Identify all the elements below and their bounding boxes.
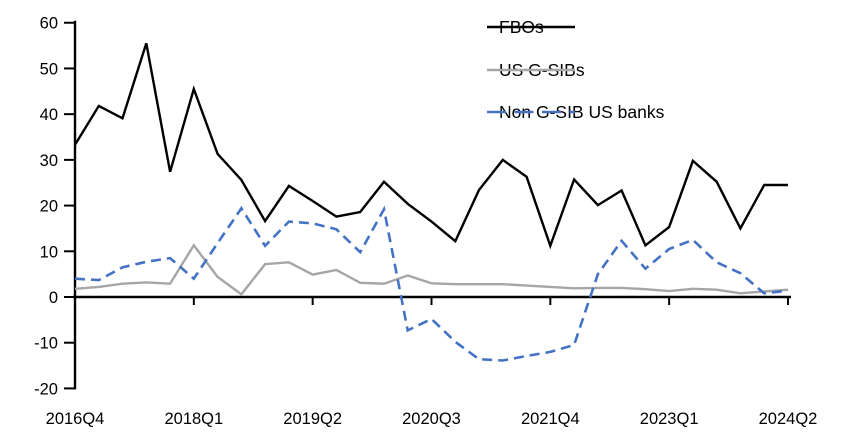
y-tick-label: 50 [40, 60, 58, 78]
x-tick-label: 2019Q2 [283, 410, 342, 428]
legend-line-us-gsibs [487, 68, 575, 72]
y-tick-label: 40 [40, 106, 58, 124]
y-tick-label: 20 [40, 198, 58, 216]
series-line-non-g-sib-us-banks [74, 205, 789, 362]
x-tick-label: 2018Q1 [164, 410, 223, 428]
x-tick-label: 2024Q2 [759, 410, 818, 428]
legend-line-non-gsib [487, 110, 575, 114]
legend-item-fbos: FBOs [486, 17, 575, 37]
series-line-fbos [73, 42, 788, 250]
x-tick-label: 2016Q4 [46, 410, 105, 428]
x-tick-label: 2020Q3 [402, 410, 461, 428]
y-tick-label: 30 [40, 152, 58, 170]
series-line-us-g-sibs [74, 243, 789, 296]
y-tick-label: -20 [34, 380, 58, 398]
legend-line-fbos [487, 25, 575, 29]
y-tick-label: 10 [40, 243, 58, 261]
y-tick-label: 60 [40, 15, 58, 33]
y-tick-label: 0 [49, 289, 58, 307]
x-tick-label: 2021Q4 [521, 410, 580, 428]
y-tick-label: -10 [34, 335, 58, 353]
legend-item-non-gsib: Non G-SIB US banks [486, 102, 664, 122]
legend-item-us-gsibs: US G-SIBs [486, 60, 585, 80]
legend-label-non-gsib: Non G-SIB US banks [499, 101, 665, 122]
x-tick-label: 2023Q1 [640, 410, 699, 428]
